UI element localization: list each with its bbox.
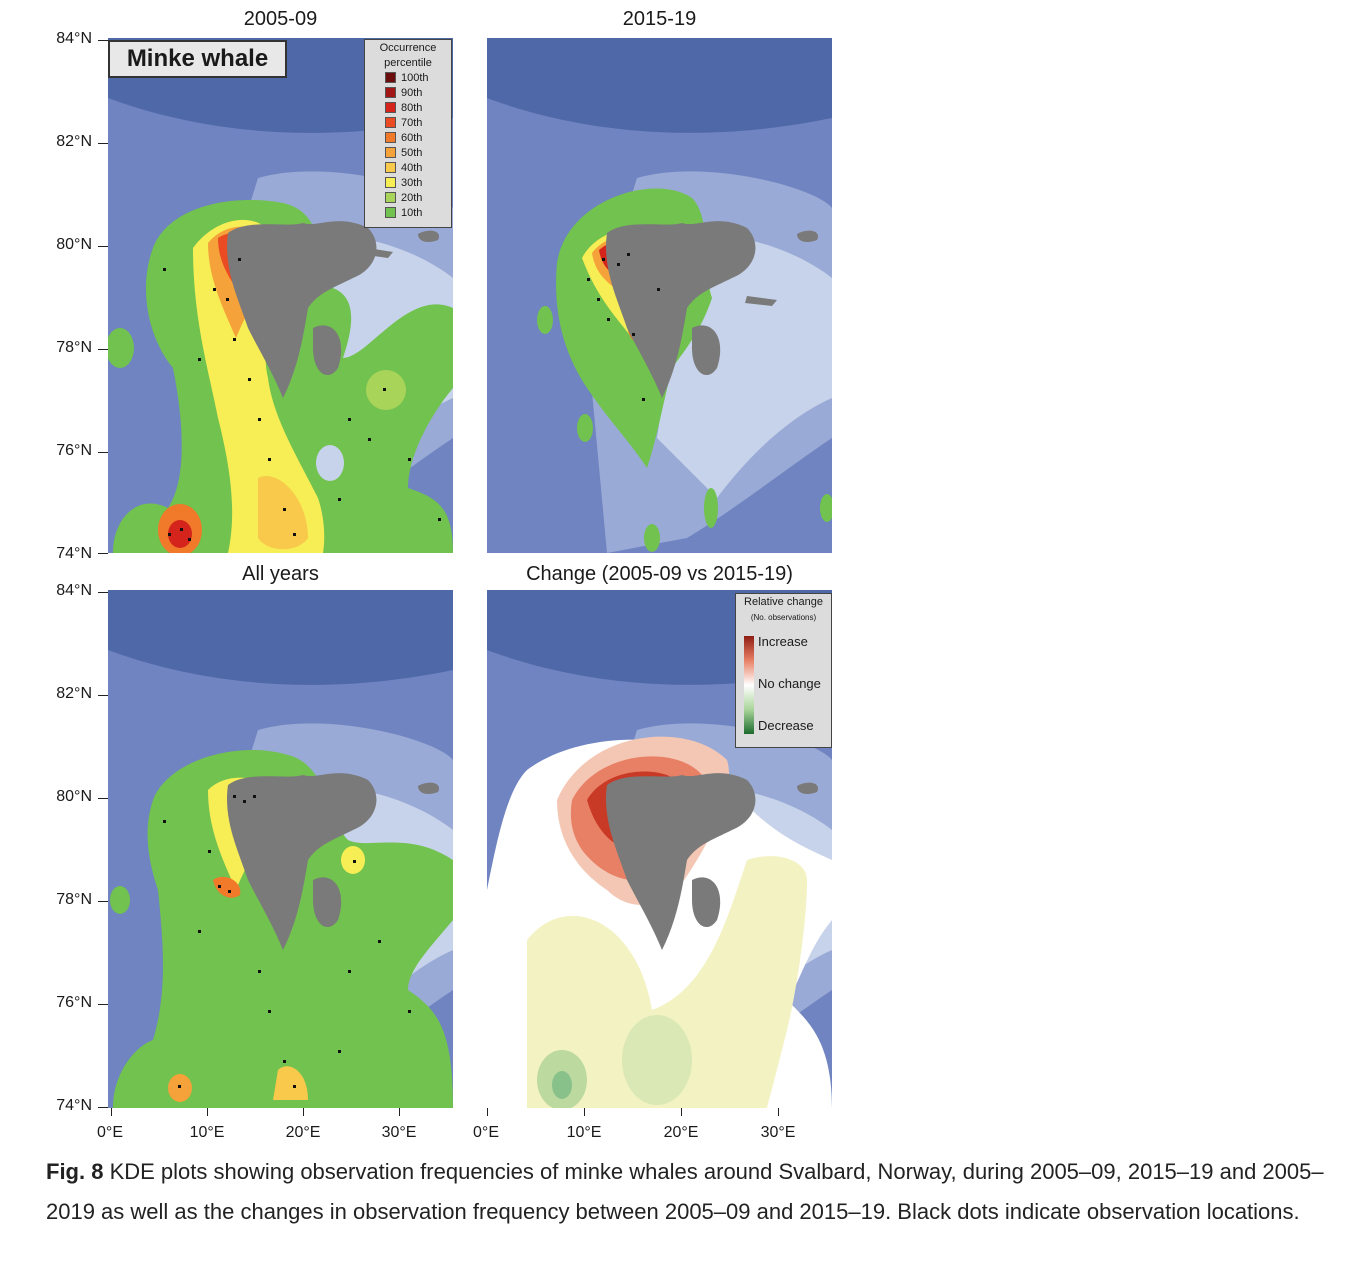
y-label-74-b: 74°N (56, 1097, 92, 1114)
y-label-84-b: 84°N (56, 582, 92, 599)
y-label-82-b: 82°N (56, 685, 92, 702)
legend-item-20th: 20th (365, 190, 451, 205)
legend-item-40th: 40th (365, 160, 451, 175)
x-label-20-right: 20°E (663, 1124, 699, 1141)
decrease-label: Decrease (758, 718, 814, 733)
x-label-10-right: 10°E (566, 1124, 602, 1141)
legend-label: 20th (401, 191, 423, 204)
y-label-74: 74°N (56, 545, 92, 562)
legend-item-10th: 10th (365, 205, 451, 220)
change-legend-title: Relative change (744, 596, 823, 608)
change-legend-subtitle: (No. observations) (750, 613, 817, 622)
y-label-84: 84°N (56, 30, 92, 47)
legend-item-70th: 70th (365, 115, 451, 130)
legend-label: 70th (401, 116, 423, 129)
x-label-10-left: 10°E (189, 1124, 225, 1141)
map-panel-change (487, 590, 832, 1108)
legend-label: 50th (401, 146, 423, 159)
legend-item-100th: 100th (365, 70, 451, 85)
map-panel-all-years (108, 590, 453, 1108)
no-change-label: No change (758, 676, 821, 691)
legend-item-90th: 90th (365, 85, 451, 100)
legend-item-80th: 80th (365, 100, 451, 115)
legend-item-30th: 30th (365, 175, 451, 190)
y-label-78-b: 78°N (56, 891, 92, 908)
y-label-80-b: 80°N (56, 788, 92, 805)
legend-label: 100th (401, 71, 429, 84)
change-legend: Relative change (No. observations) Incre… (735, 593, 832, 748)
panel-title-2005-09: 2005-09 (243, 8, 318, 30)
legend-item-60th: 60th (365, 130, 451, 145)
caption-text: KDE plots showing observation frequencie… (46, 1159, 1324, 1224)
species-label: Minke whale (108, 40, 287, 78)
y-label-80: 80°N (56, 236, 92, 253)
legend-swatch (385, 72, 396, 83)
y-label-78: 78°N (56, 339, 92, 356)
panel-title-change: Change (2005-09 vs 2015-19) (526, 563, 793, 585)
legend-swatch (385, 132, 396, 143)
change-color-bar (744, 636, 754, 734)
legend-swatch (385, 192, 396, 203)
legend-label: 30th (401, 176, 423, 189)
y-label-76: 76°N (56, 442, 92, 459)
y-label-82: 82°N (56, 133, 92, 150)
map-all-years (108, 590, 453, 1108)
x-label-30-left: 30°E (381, 1124, 417, 1141)
observation-dots (163, 258, 441, 541)
legend-item-50th: 50th (365, 145, 451, 160)
legend-rows: 100th 90th 80th 70th 60th 50th 40th 30th 20th 10t… (365, 70, 451, 220)
legend-swatch (385, 102, 396, 113)
x-label-0-left: 0°E (97, 1124, 123, 1141)
map-2015-19 (487, 38, 832, 553)
map-panel-2015-19 (487, 38, 832, 553)
legend-title-line1: Occurrence (379, 42, 437, 54)
panel-title-2015-19: 2015-19 (622, 8, 697, 30)
observation-dots (163, 795, 411, 1088)
legend-label: 90th (401, 86, 423, 99)
legend-label: 60th (401, 131, 423, 144)
map-change (487, 590, 832, 1108)
legend-swatch (385, 177, 396, 188)
x-label-0-right: 0°E (473, 1124, 499, 1141)
x-label-30-right: 30°E (760, 1124, 796, 1141)
panel-title-all-years: All years (242, 563, 319, 585)
observation-dots (587, 253, 660, 401)
y-label-76-b: 76°N (56, 994, 92, 1011)
increase-label: Increase (758, 634, 808, 649)
legend-swatch (385, 162, 396, 173)
occurrence-legend: Occurrence percentile 100th 90th 80th 70th 6… (364, 39, 452, 228)
legend-label: 80th (401, 101, 423, 114)
legend-swatch (385, 147, 396, 158)
caption-label: Fig. 8 (46, 1159, 104, 1184)
legend-label: 10th (401, 206, 423, 219)
x-label-20-left: 20°E (285, 1124, 321, 1141)
legend-swatch (385, 207, 396, 218)
legend-label: 40th (401, 161, 423, 174)
legend-swatch (385, 117, 396, 128)
figure-caption: Fig. 8 KDE plots showing observation fre… (46, 1152, 1336, 1232)
legend-swatch (385, 87, 396, 98)
legend-title-line2: percentile (384, 57, 432, 69)
